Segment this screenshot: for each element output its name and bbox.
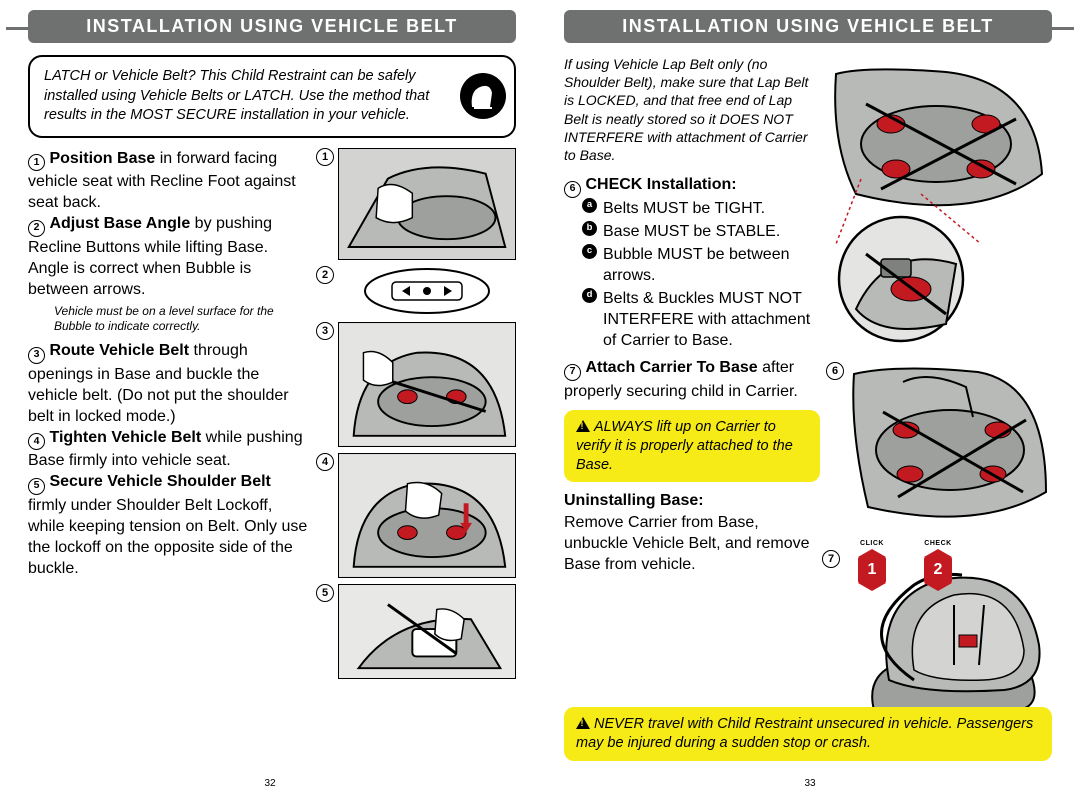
illus-label-5: 5 <box>316 584 334 602</box>
illus-row-1: 1 <box>316 148 516 260</box>
header-title-right: INSTALLATION USING VEHICLE BELT <box>564 10 1052 43</box>
sub-d-text: Belts & Buckles MUST NOT INTERFERE with … <box>603 288 820 351</box>
sub-a-text: Belts MUST be TIGHT. <box>603 198 820 219</box>
illus-label-4: 4 <box>316 453 334 471</box>
step-6: 6 CHECK Installation: <box>564 174 820 197</box>
illus-row-5: 5 <box>316 584 516 679</box>
illus-4 <box>338 453 516 578</box>
page-number-33: 33 <box>804 778 815 789</box>
check-sublist: a Belts MUST be TIGHT. b Base MUST be STAB… <box>564 198 820 352</box>
warning-lift-text: ALWAYS lift up on Carrier to verify it i… <box>576 419 793 473</box>
step-1: 1 Position Base in forward facing vehicl… <box>28 148 310 214</box>
illus-label-7: 7 <box>822 550 840 568</box>
sub-c-text: Bubble MUST be between arrows. <box>603 244 820 286</box>
illus-label-1: 1 <box>316 148 334 166</box>
illus-row-4: 4 <box>316 453 516 578</box>
step-4: 4 Tighten Vehicle Belt while pushing Bas… <box>28 427 310 472</box>
step-badge-2: 2 <box>28 220 45 237</box>
sub-b-text: Base MUST be STABLE. <box>603 221 820 242</box>
warning-travel-text: NEVER travel with Child Restraint unsecu… <box>576 716 1033 751</box>
step-5-bold: Secure Vehicle Shoulder Belt <box>49 473 270 490</box>
illus-label-3: 3 <box>316 322 334 340</box>
step-badge-4: 4 <box>28 433 45 450</box>
lap-belt-note: If using Vehicle Lap Belt only (no Shoul… <box>564 55 820 164</box>
page-33: INSTALLATION USING VEHICLE BELT If using… <box>540 0 1080 795</box>
illus-3 <box>338 322 516 447</box>
step-7: 7 Attach Carrier To Base after properly … <box>564 357 820 402</box>
step-badge-6: 6 <box>564 181 581 198</box>
sub-a: a <box>582 198 597 213</box>
intro-box: LATCH or Vehicle Belt? This Child Restra… <box>28 55 516 138</box>
click-num: 1 <box>868 561 877 579</box>
check-num: 2 <box>934 561 943 579</box>
intro-text: LATCH or Vehicle Belt? This Child Restra… <box>44 68 429 123</box>
sub-c: c <box>582 244 597 259</box>
step-7-bold: Attach Carrier To Base <box>585 359 757 376</box>
check-label: CHECK <box>924 540 951 547</box>
step-5: 5 Secure Vehicle Shoulder Belt firmly un… <box>28 471 310 579</box>
step-4-bold: Tighten Vehicle Belt <box>49 429 201 446</box>
step-badge-3: 3 <box>28 347 45 364</box>
text-column-left: 1 Position Base in forward facing vehicl… <box>28 148 310 679</box>
illustration-column-left: 1 2 <box>316 148 516 679</box>
illus-7-wrap: 7 CLICK 1 <box>822 550 1052 725</box>
page-number-32: 32 <box>264 778 275 789</box>
illus-row-2: 2 <box>316 266 516 316</box>
illus-label-2: 2 <box>316 266 334 284</box>
illus-2 <box>338 266 516 316</box>
step-2-bold: Adjust Base Angle <box>49 215 190 232</box>
warning-lift-box: ALWAYS lift up on Carrier to verify it i… <box>564 410 820 483</box>
warn-icon-2 <box>576 717 590 729</box>
page-32: INSTALLATION USING VEHICLE BELT LATCH or… <box>0 0 540 795</box>
uninstall-heading: Uninstalling Base: <box>564 490 820 511</box>
text-column-right: If using Vehicle Lap Belt only (no Shoul… <box>564 55 820 575</box>
sub-d: d <box>582 288 597 303</box>
step-3-bold: Route Vehicle Belt <box>49 342 189 359</box>
step-badge-7: 7 <box>564 364 581 381</box>
step-6-bold: CHECK Installation: <box>585 176 736 193</box>
illus-6-wrap: 6 <box>826 362 1052 527</box>
step-1-bold: Position Base <box>49 150 155 167</box>
illus-6 <box>848 362 1052 527</box>
header-band-left: INSTALLATION USING VEHICLE BELT <box>28 10 516 43</box>
illus-7: CLICK 1 CHECK 2 <box>844 550 1064 725</box>
step-3: 3 Route Vehicle Belt through openings in… <box>28 340 310 427</box>
content-columns-left: 1 Position Base in forward facing vehicl… <box>28 148 516 679</box>
step-2: 2 Adjust Base Angle by pushing Recline B… <box>28 213 310 300</box>
warn-icon-1 <box>576 420 590 432</box>
warning-travel-box: NEVER travel with Child Restraint unsecu… <box>564 707 1052 761</box>
header-band-right: INSTALLATION USING VEHICLE BELT <box>564 10 1052 43</box>
step-badge-1: 1 <box>28 154 45 171</box>
header-title-left: INSTALLATION USING VEHICLE BELT <box>28 10 516 43</box>
step-note: Vehicle must be on a level surface for t… <box>28 300 310 340</box>
click-badge: CLICK 1 <box>858 556 886 584</box>
illus-belt-route <box>826 64 1052 354</box>
step-5-rest: firmly under Shoulder Belt Lockoff, whil… <box>28 497 307 577</box>
click-label: CLICK <box>860 540 884 547</box>
illus-row-3: 3 <box>316 322 516 447</box>
check-badge: CHECK 2 <box>924 556 952 584</box>
uninstall-title: Uninstalling Base: <box>564 492 704 509</box>
illus-label-6: 6 <box>826 362 844 380</box>
illus-1 <box>338 148 516 260</box>
sub-b: b <box>582 221 597 236</box>
illus-5 <box>338 584 516 679</box>
step-badge-5: 5 <box>28 478 45 495</box>
uninstall-body: Remove Carrier from Base, unbuckle Vehic… <box>564 512 820 575</box>
carseat-icon <box>460 73 506 119</box>
